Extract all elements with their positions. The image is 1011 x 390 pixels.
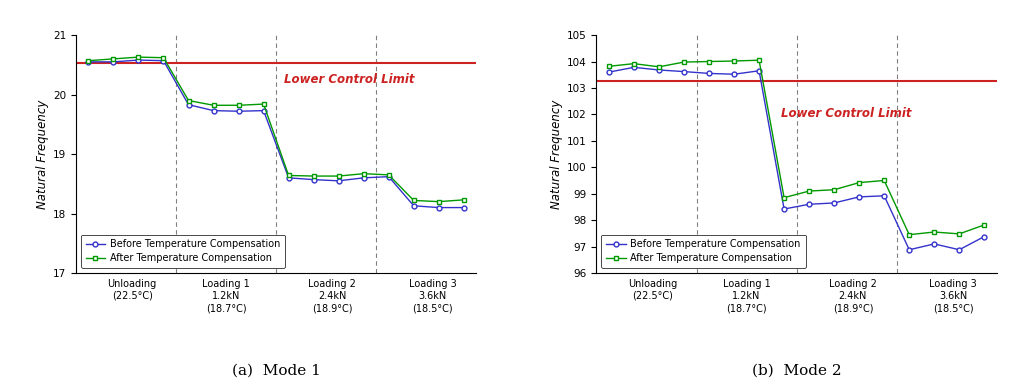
Text: Lower Control Limit: Lower Control Limit xyxy=(779,107,910,120)
After Temperature Compensation xyxy=(827,187,839,192)
Line: Before Temperature Compensation: Before Temperature Compensation xyxy=(606,65,986,252)
After Temperature Compensation xyxy=(233,103,245,108)
Before Temperature Compensation xyxy=(207,108,219,113)
After Temperature Compensation xyxy=(803,189,815,193)
After Temperature Compensation xyxy=(357,171,369,176)
Before Temperature Compensation xyxy=(282,176,294,180)
After Temperature Compensation xyxy=(107,57,119,61)
Before Temperature Compensation xyxy=(827,200,839,205)
After Temperature Compensation xyxy=(677,60,690,64)
Before Temperature Compensation xyxy=(902,247,914,252)
Before Temperature Compensation xyxy=(652,67,664,72)
Text: (a)  Mode 1: (a) Mode 1 xyxy=(232,363,320,378)
Before Temperature Compensation xyxy=(307,177,319,182)
After Temperature Compensation xyxy=(927,230,939,234)
After Temperature Compensation xyxy=(727,58,739,63)
Before Temperature Compensation xyxy=(978,234,990,239)
Line: After Temperature Compensation: After Temperature Compensation xyxy=(606,58,986,237)
Before Temperature Compensation xyxy=(158,58,170,63)
After Temperature Compensation xyxy=(307,174,319,178)
Before Temperature Compensation xyxy=(257,108,269,113)
After Temperature Compensation xyxy=(182,98,194,103)
After Temperature Compensation xyxy=(382,172,394,177)
Before Temperature Compensation xyxy=(952,247,964,252)
Before Temperature Compensation xyxy=(852,195,864,199)
Line: After Temperature Compensation: After Temperature Compensation xyxy=(86,55,466,204)
After Temperature Compensation xyxy=(978,223,990,227)
After Temperature Compensation xyxy=(257,102,269,106)
After Temperature Compensation xyxy=(132,55,145,59)
Before Temperature Compensation xyxy=(382,174,394,179)
Legend: Before Temperature Compensation, After Temperature Compensation: Before Temperature Compensation, After T… xyxy=(81,234,285,268)
After Temperature Compensation xyxy=(207,103,219,108)
Before Temperature Compensation xyxy=(407,204,420,208)
Before Temperature Compensation xyxy=(777,207,790,211)
Before Temperature Compensation xyxy=(233,109,245,113)
After Temperature Compensation xyxy=(777,195,790,200)
Y-axis label: Natural Frequency: Natural Frequency xyxy=(35,99,49,209)
After Temperature Compensation xyxy=(852,180,864,185)
After Temperature Compensation xyxy=(158,55,170,60)
Before Temperature Compensation xyxy=(878,193,890,198)
Before Temperature Compensation xyxy=(927,241,939,246)
After Temperature Compensation xyxy=(878,178,890,183)
Before Temperature Compensation xyxy=(433,205,445,210)
Text: (b)  Mode 2: (b) Mode 2 xyxy=(751,363,840,378)
Text: Lower Control Limit: Lower Control Limit xyxy=(284,73,415,86)
Before Temperature Compensation xyxy=(627,65,639,70)
After Temperature Compensation xyxy=(703,59,715,64)
Before Temperature Compensation xyxy=(703,71,715,76)
After Temperature Compensation xyxy=(457,197,469,202)
Before Temperature Compensation xyxy=(107,60,119,64)
Before Temperature Compensation xyxy=(182,102,194,107)
After Temperature Compensation xyxy=(333,174,345,178)
Before Temperature Compensation xyxy=(803,202,815,207)
Legend: Before Temperature Compensation, After Temperature Compensation: Before Temperature Compensation, After T… xyxy=(601,234,805,268)
Before Temperature Compensation xyxy=(457,205,469,210)
Line: Before Temperature Compensation: Before Temperature Compensation xyxy=(86,58,466,210)
Before Temperature Compensation xyxy=(333,179,345,183)
After Temperature Compensation xyxy=(952,232,964,236)
Before Temperature Compensation xyxy=(727,72,739,76)
After Temperature Compensation xyxy=(902,232,914,237)
After Temperature Compensation xyxy=(82,58,94,63)
Y-axis label: Natural Frequency: Natural Frequency xyxy=(549,99,562,209)
After Temperature Compensation xyxy=(433,199,445,204)
After Temperature Compensation xyxy=(627,61,639,66)
Before Temperature Compensation xyxy=(752,68,764,73)
After Temperature Compensation xyxy=(282,173,294,178)
After Temperature Compensation xyxy=(603,64,615,69)
After Temperature Compensation xyxy=(407,198,420,203)
Before Temperature Compensation xyxy=(82,60,94,64)
Before Temperature Compensation xyxy=(132,58,145,62)
Before Temperature Compensation xyxy=(603,70,615,74)
After Temperature Compensation xyxy=(652,64,664,69)
Before Temperature Compensation xyxy=(357,176,369,180)
Before Temperature Compensation xyxy=(677,69,690,74)
After Temperature Compensation xyxy=(752,58,764,62)
